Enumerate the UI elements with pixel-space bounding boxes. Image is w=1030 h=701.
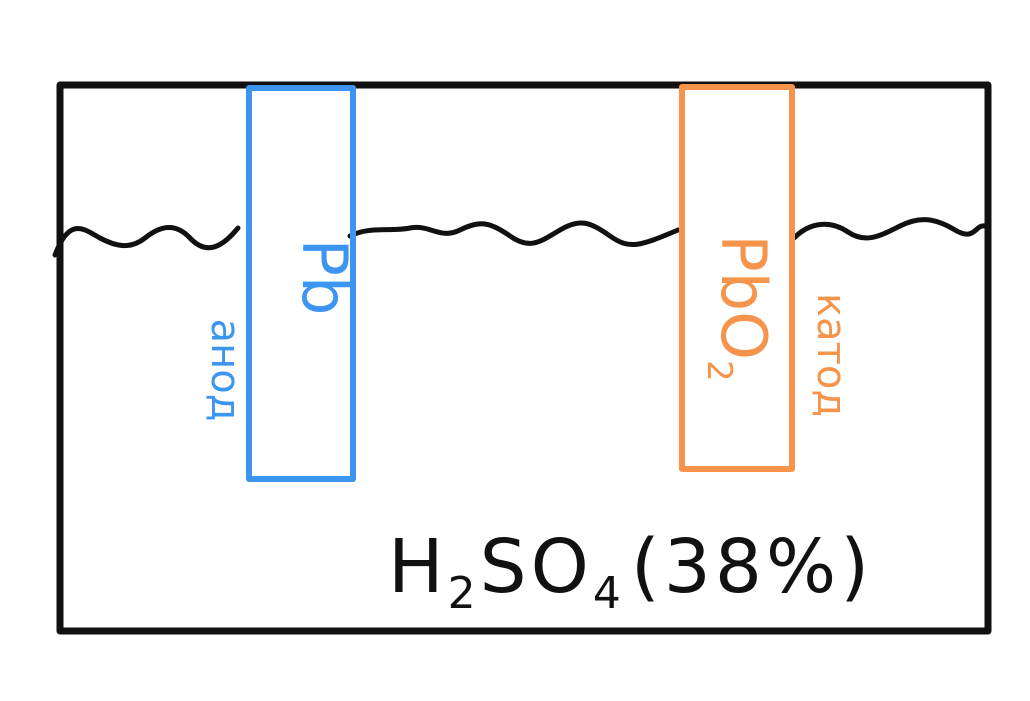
anode-material-label: Pb	[288, 239, 361, 316]
formula-so: SO	[480, 524, 593, 610]
vessel-outline	[56, 81, 992, 635]
cathode-role-label: катод	[808, 293, 854, 417]
formula-sub-2: 2	[448, 568, 480, 619]
cathode-material-label: PbO2	[699, 234, 780, 381]
cathode-electrode	[679, 84, 795, 472]
liquid-surface-right	[791, 217, 988, 241]
anode-electrode	[246, 85, 356, 482]
cathode-material-group: PbO2	[699, 234, 780, 381]
formula-sub-4: 4	[593, 568, 625, 619]
formula-h: H	[388, 524, 448, 610]
liquid-surface-middle	[347, 220, 681, 248]
formula-concentration: (38%)	[631, 524, 873, 610]
electrolyte-formula: H2SO4(38%)	[388, 524, 873, 619]
cathode-material-main: PbO	[707, 234, 780, 360]
cathode-material-subscript: 2	[699, 360, 739, 382]
anode-role-label: анод	[202, 319, 248, 422]
liquid-surface-left	[52, 225, 241, 258]
